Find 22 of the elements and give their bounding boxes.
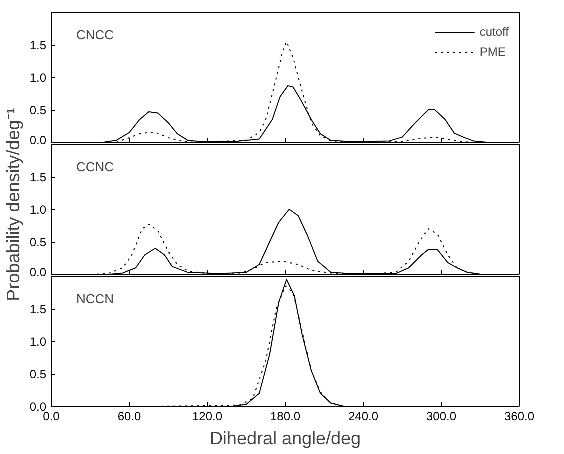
y-tick-label: 1.0 — [30, 203, 47, 217]
legend-label: cutoff — [480, 25, 509, 39]
x-tick-label: 300.0 — [426, 410, 457, 424]
x-tick-label: 360.0 — [504, 410, 535, 424]
y-tick-label: 1.5 — [30, 170, 47, 184]
x-tick-label: 60.0 — [118, 410, 142, 424]
y-tick-label: 0.5 — [30, 104, 47, 118]
annotation: CNCC — [76, 28, 114, 42]
x-tick-label: 180.0 — [270, 410, 301, 424]
y-tick-label: 1.0 — [30, 335, 47, 349]
y-tick-label: 0.5 — [30, 368, 47, 382]
x-tick-label: 120.0 — [192, 410, 223, 424]
y-axis-title: Probability density/deg⁻¹ — [4, 108, 24, 302]
y-tick-label: 0.5 — [30, 236, 47, 250]
y-tick-label: 1.0 — [30, 71, 47, 85]
y-tick-label: 1.5 — [30, 38, 47, 52]
annotation: NCCN — [76, 292, 114, 306]
annotation: CCNC — [76, 160, 114, 174]
x-axis-title: Dihedral angle/deg — [210, 428, 362, 448]
x-tick-label: 240.0 — [348, 410, 379, 424]
y-tick-label: 1.5 — [30, 302, 47, 316]
legend-label: PME — [480, 45, 506, 59]
